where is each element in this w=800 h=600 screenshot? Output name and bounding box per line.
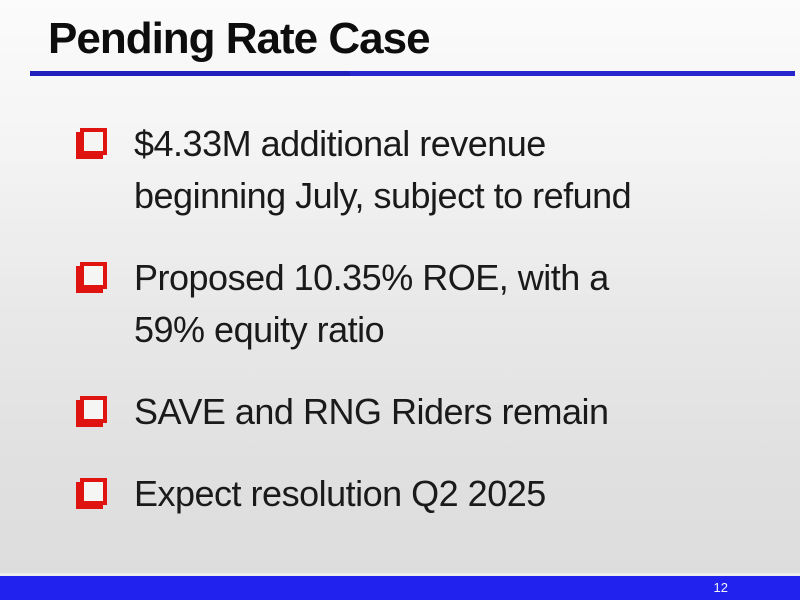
title-underline-rule-segment [30,71,350,76]
bullet-item: $4.33M additional revenue beginning July… [76,118,764,222]
title-underline-rule [30,71,795,76]
bullet-square-icon [80,396,107,423]
bullet-list: $4.33M additional revenue beginning July… [76,118,764,550]
bullet-text: $4.33M additional revenue beginning July… [134,123,632,216]
bullet-item: SAVE and RNG Riders remain [76,386,764,438]
bullet-square-icon [80,478,107,505]
bullet-item: Proposed 10.35% ROE, with a 59% equity r… [76,252,764,356]
bullet-text: Expect resolution Q2 2025 [134,473,546,514]
bullet-text: Proposed 10.35% ROE, with a 59% equity r… [134,257,609,350]
bullet-square-icon [80,128,107,155]
bullet-square-icon [80,262,107,289]
bullet-item: Expect resolution Q2 2025 [76,468,764,520]
slide-title: Pending Rate Case [48,14,431,63]
page-number: 12 [713,580,728,595]
footer-highlight-strip [0,573,800,576]
footer-bar: 12 [0,576,800,600]
bullet-text: SAVE and RNG Riders remain [134,391,609,432]
